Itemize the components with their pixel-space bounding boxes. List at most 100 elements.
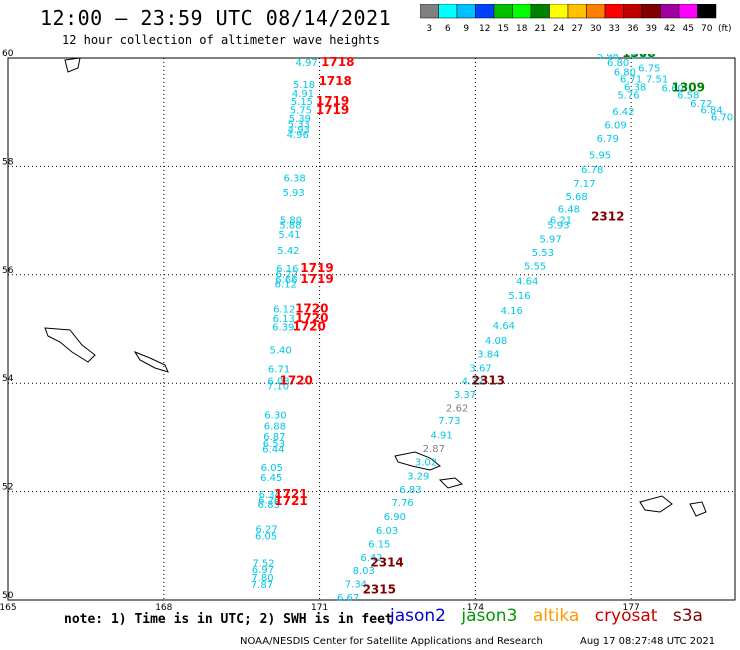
wave-height-label: 6.05 — [261, 463, 283, 474]
y-tick-label: 50 — [2, 591, 14, 601]
wave-height-label: 6.39 — [272, 323, 294, 334]
credit-line: NOAA/NESDIS Center for Satellite Applica… — [240, 636, 543, 647]
time-label: 1718 — [318, 74, 351, 88]
wave-height-label: 5.80 — [280, 215, 302, 226]
time-label: 1719 — [300, 261, 333, 275]
wave-height-label: 6.48 — [558, 204, 580, 215]
time-label: 1720 — [280, 373, 313, 387]
wave-height-label: 6.90 — [384, 512, 406, 523]
wave-height-label: 4.93 — [288, 125, 310, 136]
wave-height-label: 7.76 — [392, 498, 414, 509]
wave-height-label: 6.70 — [711, 112, 733, 123]
wave-height-label: 6.75 — [638, 64, 660, 75]
time-label: 1720 — [295, 302, 328, 316]
wave-height-label: 6.83 — [399, 485, 421, 496]
wave-height-label: 6.72 — [690, 99, 712, 110]
wave-height-label: 6.66 — [275, 275, 297, 286]
y-tick-label: 56 — [2, 266, 14, 276]
colorbar-swatch — [530, 4, 550, 19]
colorbar-swatch — [641, 4, 661, 19]
wave-height-label: 6.80 — [607, 58, 629, 69]
track-layer: 4.975.184.915.155.755.395.334.934.966.38… — [251, 51, 733, 604]
time-label: 2312 — [591, 210, 624, 224]
wave-height-label: 6.78 — [581, 165, 603, 176]
y-tick-label: 58 — [2, 157, 14, 167]
wave-height-label: 6.08 — [267, 376, 289, 387]
footer-note: note: 1) Time is in UTC; 2) SWH is in fe… — [64, 612, 393, 627]
wave-height-label: 5.53 — [532, 248, 554, 259]
colorbar-tick-label: 36 — [627, 24, 639, 34]
wave-height-label: 5.95 — [589, 150, 611, 161]
wave-height-label: 4.32 — [462, 376, 484, 387]
colorbar-tick-label: 33 — [609, 24, 620, 34]
wave-height-label: 6.79 — [597, 134, 619, 145]
colorbar-tick-label: 42 — [664, 24, 675, 34]
colorbar-tick-label: 6 — [445, 24, 451, 34]
colorbar-swatch — [623, 4, 643, 19]
colorbar-swatch — [549, 4, 569, 19]
time-label: 1719 — [316, 94, 349, 108]
legend-cryosat: cryosat — [594, 606, 658, 626]
colorbar-tick-label: 3 — [426, 24, 432, 34]
colorbar-swatch — [512, 4, 532, 19]
wave-height-label: 4.91 — [430, 430, 452, 441]
colorbar-swatch — [660, 4, 680, 19]
wave-height-label: 6.42 — [612, 107, 634, 118]
wave-height-label: 4.16 — [501, 306, 523, 317]
colorbar-swatch — [586, 4, 606, 19]
wave-height-label: 6.16 — [276, 264, 298, 275]
wave-height-label: 6.26 — [258, 496, 280, 507]
legend-jason2: jason2 — [390, 606, 446, 626]
wave-height-label: 5.98 — [597, 51, 619, 62]
wave-height-label: 3.29 — [407, 472, 429, 483]
render-timestamp: Aug 17 08:27:48 UTC 2021 — [580, 636, 716, 647]
wave-height-label: 5.76 — [617, 91, 639, 102]
wave-height-label: 6.30 — [264, 410, 286, 421]
colorbar-tick-label: 39 — [646, 24, 658, 34]
time-label: 1720 — [295, 311, 328, 325]
wave-height-label: 6.44 — [262, 445, 284, 456]
coastline — [639, 495, 673, 513]
wave-height-label: 6.87 — [263, 432, 285, 443]
wave-height-label: 2.87 — [423, 444, 445, 455]
wave-height-label: 5.93 — [282, 188, 304, 199]
legend-altika: altika — [532, 606, 580, 626]
y-tick-label: 54 — [2, 374, 14, 384]
x-tick-label: 165 — [0, 603, 17, 613]
wave-height-label: 7.80 — [251, 573, 273, 584]
wave-height-label: 6.53 — [263, 439, 285, 450]
coastline — [44, 327, 96, 363]
wave-height-label: 6.09 — [604, 120, 626, 131]
wave-height-label: 5.15 — [291, 97, 313, 108]
wave-height-label: 6.13 — [273, 314, 295, 325]
wave-height-label: 6.85 — [258, 500, 280, 511]
wave-height-label: 6.21 — [550, 215, 572, 226]
wave-height-label: 6.45 — [260, 473, 282, 484]
colorbar-tick-label: 12 — [479, 24, 490, 34]
time-label: 1309 — [672, 81, 705, 95]
wave-height-label: 6.97 — [252, 565, 274, 576]
wave-height-label: 4.91 — [292, 89, 314, 100]
wave-height-label: 2.62 — [446, 403, 468, 414]
time-label: 1719 — [316, 103, 349, 117]
wave-height-label: 5.40 — [269, 345, 291, 356]
wave-height-label: 6.42 — [360, 553, 382, 564]
wave-height-label: 4.64 — [516, 277, 538, 288]
colorbar-tick-label: 70 — [701, 24, 713, 34]
wave-height-label: 3.67 — [469, 363, 491, 374]
wave-height-label: 5.75 — [290, 105, 312, 116]
wave-height-label: 5.16 — [508, 291, 530, 302]
wave-height-label: 7.10 — [267, 382, 289, 393]
wave-height-label: 6.88 — [264, 421, 286, 432]
chart-title: 12:00 — 23:59 UTC 08/14/2021 — [40, 6, 392, 30]
colorbar-swatch — [493, 4, 513, 19]
colorbar-tick-label: 21 — [535, 24, 546, 34]
wave-height-label: 3.37 — [454, 390, 476, 401]
wave-height-label: 6.27 — [255, 524, 277, 535]
satellite-legend: jason2 jason3 altika cryosat s3a — [390, 606, 713, 626]
time-label: 1719 — [300, 272, 333, 286]
y-tick-label: 52 — [2, 483, 13, 493]
colorbar-tick-label: 24 — [553, 24, 565, 34]
wave-height-label: 5.68 — [565, 192, 587, 203]
